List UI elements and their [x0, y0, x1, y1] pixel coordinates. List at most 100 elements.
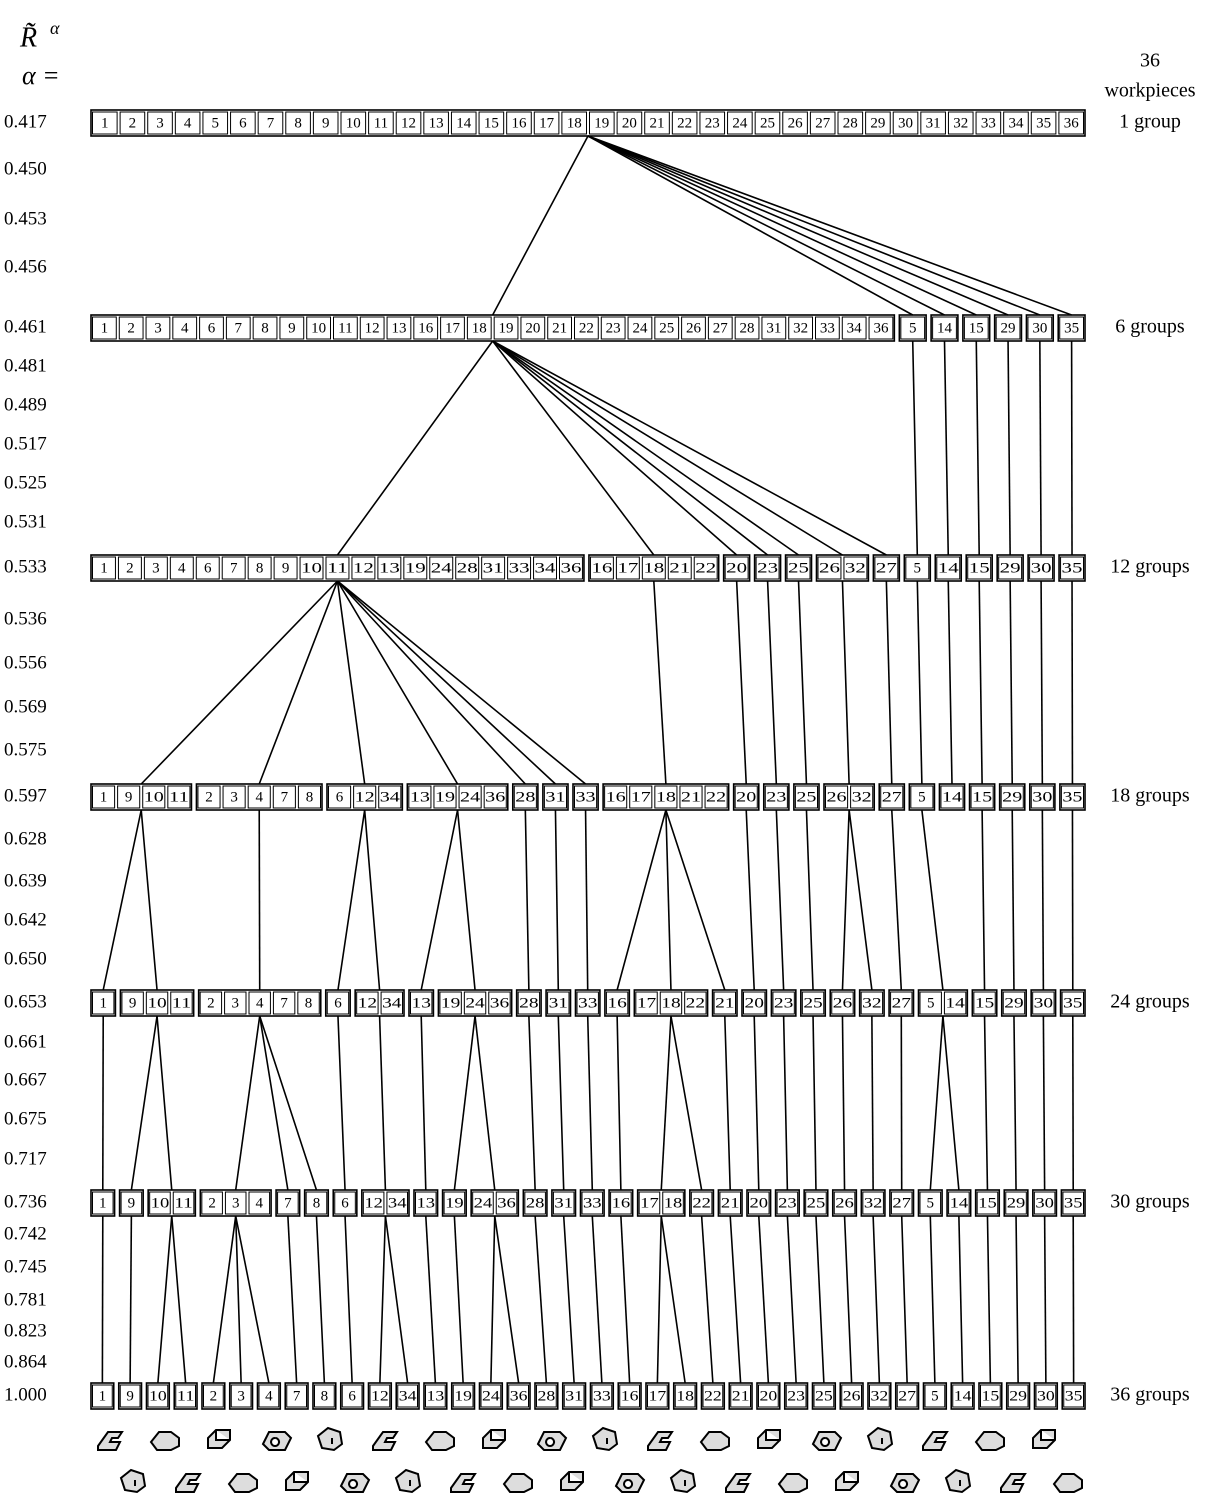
link [260, 1016, 288, 1190]
cell-label: 11 [172, 995, 191, 1011]
link [959, 1216, 963, 1383]
link [945, 341, 949, 555]
alpha-label: 0.667 [4, 1069, 47, 1090]
alpha-label: 0.653 [4, 991, 47, 1012]
cell-label: 10 [311, 320, 326, 336]
workpiece-icon [593, 1428, 617, 1450]
cell-label: 34 [847, 320, 863, 336]
cell-label: 13 [412, 995, 431, 1011]
link [1014, 1016, 1016, 1190]
cell-label: 35 [1065, 1388, 1083, 1404]
cell-label: 36 [1064, 115, 1080, 131]
cell-label: 6 [208, 320, 216, 336]
link [621, 1216, 630, 1383]
link [666, 810, 725, 990]
link [922, 810, 943, 990]
cell-label: 28 [740, 320, 755, 336]
link [976, 341, 979, 555]
cell-label: 23 [778, 1195, 797, 1211]
cell-label: 10 [346, 115, 361, 131]
link [799, 581, 807, 784]
cell-label: 17 [617, 560, 639, 576]
link [982, 810, 984, 990]
count-unit: workpieces [1104, 80, 1195, 102]
cell-label: 16 [606, 789, 627, 805]
cell-label: 21 [669, 560, 690, 576]
workpiece-icon [779, 1474, 807, 1492]
link [338, 1016, 345, 1190]
cell-label: 17 [539, 115, 555, 131]
cell-label: 5 [918, 789, 926, 805]
cell-label: 17 [445, 320, 461, 336]
link [141, 581, 337, 784]
cell-label: 8 [256, 560, 264, 576]
workpiece-icon [263, 1432, 291, 1450]
cell-label: 13 [391, 320, 406, 336]
cell-label: 7 [280, 995, 288, 1011]
cell-label: 16 [607, 995, 627, 1011]
alpha-label: 0.525 [4, 472, 47, 493]
cell-label: 14 [937, 320, 953, 336]
cell-label: 28 [843, 115, 858, 131]
cell-label: 33 [981, 115, 996, 131]
cell-label: 8 [305, 995, 313, 1011]
workpiece-icon [483, 1430, 505, 1448]
cell-label: 3 [230, 789, 238, 805]
link [588, 136, 913, 315]
cell-label: 27 [882, 789, 903, 805]
workpiece-icon [396, 1470, 420, 1492]
cell-label: 19 [405, 560, 426, 576]
link [588, 136, 1040, 315]
cell-label: 9 [128, 1195, 136, 1211]
cell-label: 32 [953, 115, 968, 131]
cell-label: 21 [715, 995, 734, 1011]
link [495, 1216, 519, 1383]
workpiece-icon [891, 1474, 919, 1492]
cell-label: 13 [417, 1195, 436, 1211]
cell-label: 30 [1037, 1388, 1055, 1404]
cell-label: 25 [807, 1195, 826, 1211]
link [806, 810, 813, 990]
link [380, 1216, 386, 1383]
link [337, 341, 492, 555]
link [592, 1216, 602, 1383]
link [535, 1216, 546, 1383]
cell-label: 29 [1004, 995, 1023, 1011]
workpiece-icon [341, 1474, 369, 1492]
link [588, 136, 1008, 315]
link [493, 341, 799, 555]
groups-label: 1 group [1119, 111, 1181, 133]
cell-label: 10 [149, 1388, 167, 1404]
cell-label: 9 [125, 789, 133, 805]
cell-label: 6 [336, 789, 344, 805]
cell-label: 12 [364, 1195, 383, 1211]
cell-label: 22 [579, 320, 594, 336]
cell-label: 4 [178, 560, 186, 576]
cell-label: 36 [510, 1388, 528, 1404]
cell-label: 23 [606, 320, 621, 336]
link [365, 810, 380, 990]
workpiece-icon [758, 1430, 780, 1448]
cell-label: 31 [926, 115, 941, 131]
link [141, 810, 157, 990]
cell-label: 30 [898, 115, 913, 131]
alpha-label: 0.556 [4, 652, 47, 673]
cell-label: 33 [509, 560, 530, 576]
link [948, 581, 952, 784]
link [943, 1016, 959, 1190]
cell-label: 24 [632, 320, 648, 336]
cell-label: 19 [445, 1195, 464, 1211]
cell-label: 26 [827, 789, 848, 805]
groups-label: 30 groups [1110, 1191, 1190, 1213]
cell-label: 1 [101, 115, 109, 131]
cell-label: 12 [401, 115, 416, 131]
count: 36 [1140, 50, 1160, 72]
workpiece-icon [373, 1432, 397, 1450]
workpiece-icon [671, 1470, 695, 1492]
cell-label: 2 [205, 789, 213, 805]
cell-label: 35 [1062, 560, 1083, 576]
link [213, 1216, 235, 1383]
cell-label: 18 [661, 995, 680, 1011]
cell-label: 3 [152, 560, 160, 576]
link [316, 1216, 324, 1383]
